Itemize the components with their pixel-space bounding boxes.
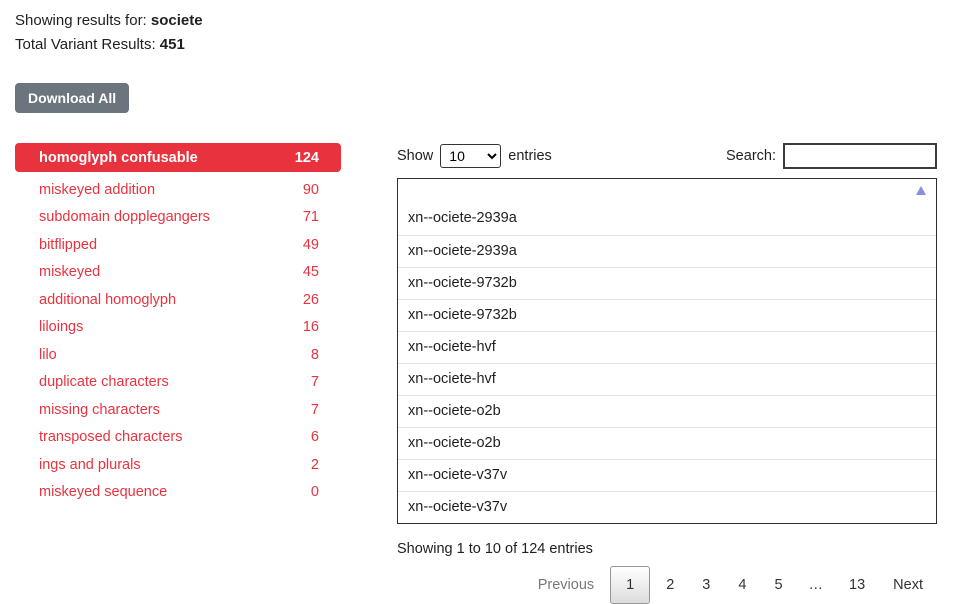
sidebar-item-miskeyed-addition[interactable]: miskeyed addition 90 xyxy=(15,176,341,204)
variants-table: xn--ociete-2939a xn--ociete-2939a xn--oc… xyxy=(397,178,937,524)
sidebar-item-miskeyed-sequence[interactable]: miskeyed sequence 0 xyxy=(15,479,341,507)
sidebar-item-count: 0 xyxy=(310,484,319,501)
table-row: xn--ociete-hvf xyxy=(398,363,936,395)
sidebar-item-label: lilo xyxy=(39,346,57,363)
variants-column-header[interactable] xyxy=(398,179,936,203)
sidebar-item-count: 16 xyxy=(302,319,319,336)
sidebar-item-label: duplicate characters xyxy=(39,374,169,391)
table-row: xn--ociete-o2b xyxy=(398,395,936,427)
sidebar-item-label: miskeyed addition xyxy=(39,181,156,198)
search-label: Search: xyxy=(726,148,776,164)
table-row: xn--ociete-v37v xyxy=(398,459,936,491)
pagination-page-3-button[interactable]: 3 xyxy=(702,577,711,593)
sidebar-item-label: liloings xyxy=(39,319,84,336)
search-input[interactable] xyxy=(783,143,937,169)
page-length-control: Show 10 entries xyxy=(397,144,552,168)
results-for-line: Showing results for: societe xyxy=(15,9,946,33)
sidebar-item-label: subdomain dopplegangers xyxy=(39,209,210,226)
total-results-line: Total Variant Results: 451 xyxy=(15,33,946,57)
pagination-page-1-button[interactable]: 1 xyxy=(610,566,651,604)
sidebar-item-label: transposed characters xyxy=(39,429,183,446)
pagination-page-13-button[interactable]: 13 xyxy=(849,577,866,593)
sidebar-item-count: 71 xyxy=(302,209,319,226)
table-row: xn--ociete-v37v xyxy=(398,491,936,523)
sidebar-item-transposed-characters[interactable]: transposed characters 6 xyxy=(15,424,341,452)
download-all-button[interactable]: Download All xyxy=(15,83,130,113)
sidebar-item-missing-characters[interactable]: missing characters 7 xyxy=(15,396,341,424)
pagination-page-4-button[interactable]: 4 xyxy=(738,577,747,593)
sidebar-item-miskeyed[interactable]: miskeyed 45 xyxy=(15,259,341,287)
pagination-previous-button[interactable]: Previous xyxy=(537,577,595,593)
sidebar-item-count: 26 xyxy=(302,291,319,308)
table-row: xn--ociete-2939a xyxy=(398,235,936,267)
sidebar-item-duplicate-characters[interactable]: duplicate characters 7 xyxy=(15,369,341,397)
sidebar-item-label: ings and plurals xyxy=(39,456,141,473)
table-row: xn--ociete-o2b xyxy=(398,427,936,459)
table-row: xn--ociete-9732b xyxy=(398,267,936,299)
sidebar-item-label: missing characters xyxy=(39,401,160,418)
sidebar-item-label: homoglyph confusable xyxy=(39,149,198,166)
pagination-page-5-button[interactable]: 5 xyxy=(774,577,783,593)
sidebar-item-label: miskeyed xyxy=(39,264,101,281)
sidebar-item-count: 45 xyxy=(302,264,319,281)
pagination-ellipsis: … xyxy=(808,577,824,593)
sidebar-item-count: 8 xyxy=(310,346,319,363)
table-row: xn--ociete-9732b xyxy=(398,299,936,331)
sidebar-item-bitflipped[interactable]: bitflipped 49 xyxy=(15,231,341,259)
sidebar-item-count: 7 xyxy=(310,374,319,391)
entries-label: entries xyxy=(508,148,552,164)
sidebar-item-count: 90 xyxy=(302,181,319,198)
sidebar-item-subdomain-dopplegangers[interactable]: subdomain dopplegangers 71 xyxy=(15,204,341,232)
table-row: xn--ociete-2939a xyxy=(398,203,936,235)
sidebar-item-count: 6 xyxy=(310,429,319,446)
sidebar-item-liloings[interactable]: liloings 16 xyxy=(15,314,341,342)
table-controls: Show 10 entries Search: xyxy=(397,143,937,169)
table-info-text: Showing 1 to 10 of 124 entries xyxy=(397,541,593,557)
sidebar-item-label: additional homoglyph xyxy=(39,291,177,308)
sidebar-item-count: 2 xyxy=(310,456,319,473)
sidebar-item-label: miskeyed sequence xyxy=(39,484,168,501)
results-panel: Show 10 entries Search: xn--ociete-2939a… xyxy=(397,143,937,604)
sort-ascending-icon xyxy=(916,186,926,195)
total-results-count: 451 xyxy=(159,36,185,53)
sidebar-item-ings-and-plurals[interactable]: ings and plurals 2 xyxy=(15,451,341,479)
pagination-page-2-button[interactable]: 2 xyxy=(666,577,675,593)
category-sidebar: homoglyph confusable 124 miskeyed additi… xyxy=(15,143,341,604)
pagination-next-button[interactable]: Next xyxy=(893,577,923,593)
sidebar-item-label: bitflipped xyxy=(39,236,98,253)
total-results-label: Total Variant Results: xyxy=(15,36,156,53)
sidebar-item-homoglyph-confusable[interactable]: homoglyph confusable 124 xyxy=(15,143,341,172)
sidebar-item-lilo[interactable]: lilo 8 xyxy=(15,341,341,369)
sidebar-item-count: 49 xyxy=(302,236,319,253)
content-area: homoglyph confusable 124 miskeyed additi… xyxy=(15,143,946,604)
search-control: Search: xyxy=(726,143,937,169)
query-term: societe xyxy=(150,12,203,29)
sidebar-item-additional-homoglyph[interactable]: additional homoglyph 26 xyxy=(15,286,341,314)
table-row: xn--ociete-hvf xyxy=(398,331,936,363)
show-label: Show xyxy=(397,148,434,164)
pagination: Previous 1 2 3 4 5 … 13 Next xyxy=(397,566,937,604)
sidebar-item-count: 7 xyxy=(310,401,319,418)
entries-per-page-select[interactable]: 10 xyxy=(440,144,502,168)
results-for-label: Showing results for: xyxy=(15,12,147,29)
sidebar-item-count: 124 xyxy=(294,149,319,166)
